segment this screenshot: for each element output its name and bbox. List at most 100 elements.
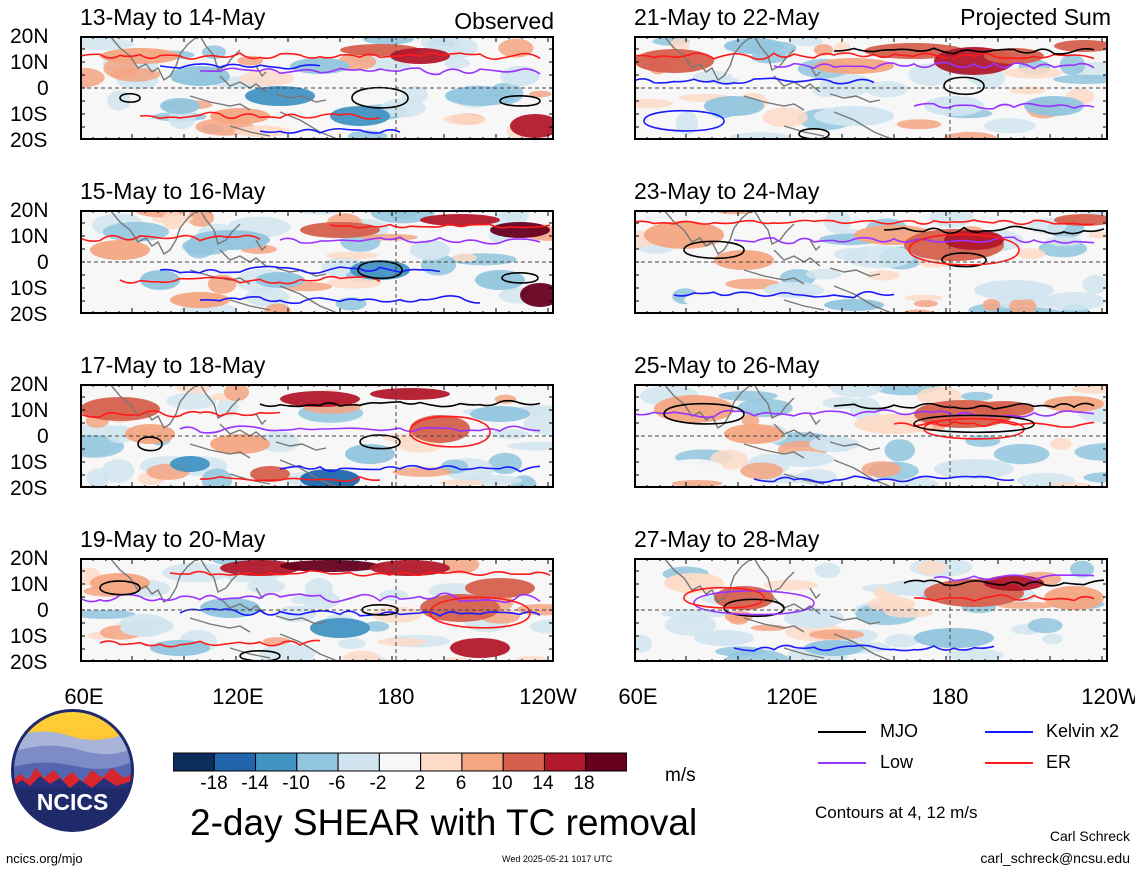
contour-low [80, 592, 541, 604]
lon-label-120e: 120E [212, 684, 264, 709]
contour-low [733, 236, 1095, 245]
shear-map-observed-17-18-may [80, 384, 554, 488]
coastline [743, 269, 805, 285]
shear-field [1054, 40, 1108, 52]
shear-field [934, 459, 1014, 479]
contour-er [119, 275, 381, 285]
shear-map-observed-13-14-may [80, 36, 554, 140]
shear-field [844, 245, 915, 269]
figure-title: 2-day SHEAR with TC removal [190, 802, 698, 843]
colorbar-tick: 2 [414, 773, 426, 794]
contour-kelvin [279, 464, 541, 473]
shear-field [1041, 292, 1106, 311]
contour-kelvin [159, 63, 321, 70]
coastline [279, 111, 341, 140]
shear-field [1045, 236, 1082, 247]
shear-field [80, 67, 105, 88]
contour-mjo [798, 128, 830, 140]
map-frame [80, 558, 554, 662]
contour-low [199, 67, 541, 76]
contour-kelvin [673, 290, 895, 299]
shear-field [529, 90, 552, 98]
lat-label-10s: 10S [10, 451, 48, 474]
lon-label-180: 180 [931, 684, 969, 709]
shear-field [387, 210, 418, 220]
coastline [275, 93, 327, 103]
shear-field [280, 391, 360, 407]
shear-field [443, 113, 486, 125]
shear-field [724, 38, 784, 54]
shear-field [824, 299, 884, 311]
shear-field [392, 467, 452, 477]
map-frame [634, 384, 1108, 488]
shear-field [944, 131, 997, 140]
coastline [753, 210, 795, 246]
contour-mjo [683, 240, 745, 260]
lon-label-60e: 60E [64, 684, 104, 709]
shear-field [1009, 297, 1037, 314]
coastline [809, 413, 821, 426]
contour-er [429, 596, 531, 629]
shear-field [965, 435, 1001, 447]
shear-field [262, 637, 291, 646]
lat-label-10s: 10S [10, 625, 48, 648]
legend-label-kelvin: Kelvin x2 [1046, 721, 1120, 741]
shear-field [370, 388, 450, 400]
contour-mjo [833, 402, 1095, 410]
shear-field [90, 240, 150, 260]
coastline [229, 647, 271, 659]
shear-field [929, 210, 974, 228]
shear-field [106, 90, 131, 111]
shear-field [762, 107, 808, 128]
colorbar-swatch [420, 752, 463, 772]
contour-mjo [883, 225, 1105, 235]
shear-field [684, 292, 744, 308]
shear-field [678, 614, 704, 626]
contour-low [693, 590, 815, 616]
shear-field [245, 86, 315, 106]
shear-field [444, 57, 470, 69]
colorbar-tick: 18 [573, 773, 595, 794]
legend-line-low [818, 762, 866, 764]
shear-field [675, 111, 699, 135]
contour-kelvin [259, 127, 401, 134]
coastline [189, 95, 251, 111]
lat-label-20s: 20S [10, 129, 48, 152]
coastline [275, 267, 327, 277]
shear-field [310, 618, 370, 638]
coastline [829, 93, 881, 103]
contour-er [893, 420, 1095, 429]
shear-field [822, 397, 860, 409]
ncics-logo: NCICS [11, 709, 134, 832]
shear-map-projected-21-22-may [634, 36, 1108, 140]
coastline [773, 249, 821, 267]
shear-field [984, 118, 1036, 134]
shear-field [982, 298, 1001, 311]
map-frame [80, 384, 554, 488]
panel-title-5: 21-May to 22-May [634, 4, 820, 30]
shear-field [737, 398, 793, 418]
shear-field [865, 80, 908, 98]
shear-field [741, 414, 760, 428]
legend-label-er: ER [1046, 752, 1072, 772]
shear-field [866, 270, 900, 281]
shear-field [450, 638, 510, 658]
coastline [189, 269, 251, 285]
lon-label-180: 180 [377, 684, 415, 709]
contour-mjo [119, 92, 141, 103]
lat-label-20n: 20N [10, 373, 49, 396]
lat-label-0: 0 [37, 425, 49, 448]
map-frame [80, 210, 554, 314]
contour-low [913, 102, 1095, 110]
shear-field [90, 573, 150, 593]
contour-er [99, 639, 321, 648]
lat-label-20s: 20S [10, 477, 48, 500]
lat-label-10n: 10N [10, 573, 49, 596]
coastline [743, 95, 805, 111]
contour-kelvin [179, 607, 541, 617]
coastline [219, 597, 267, 615]
shear-field [974, 280, 1054, 300]
colorbar-swatch [296, 752, 339, 772]
contour-mjo [99, 580, 141, 596]
lon-label-120w: 120W [519, 684, 577, 709]
